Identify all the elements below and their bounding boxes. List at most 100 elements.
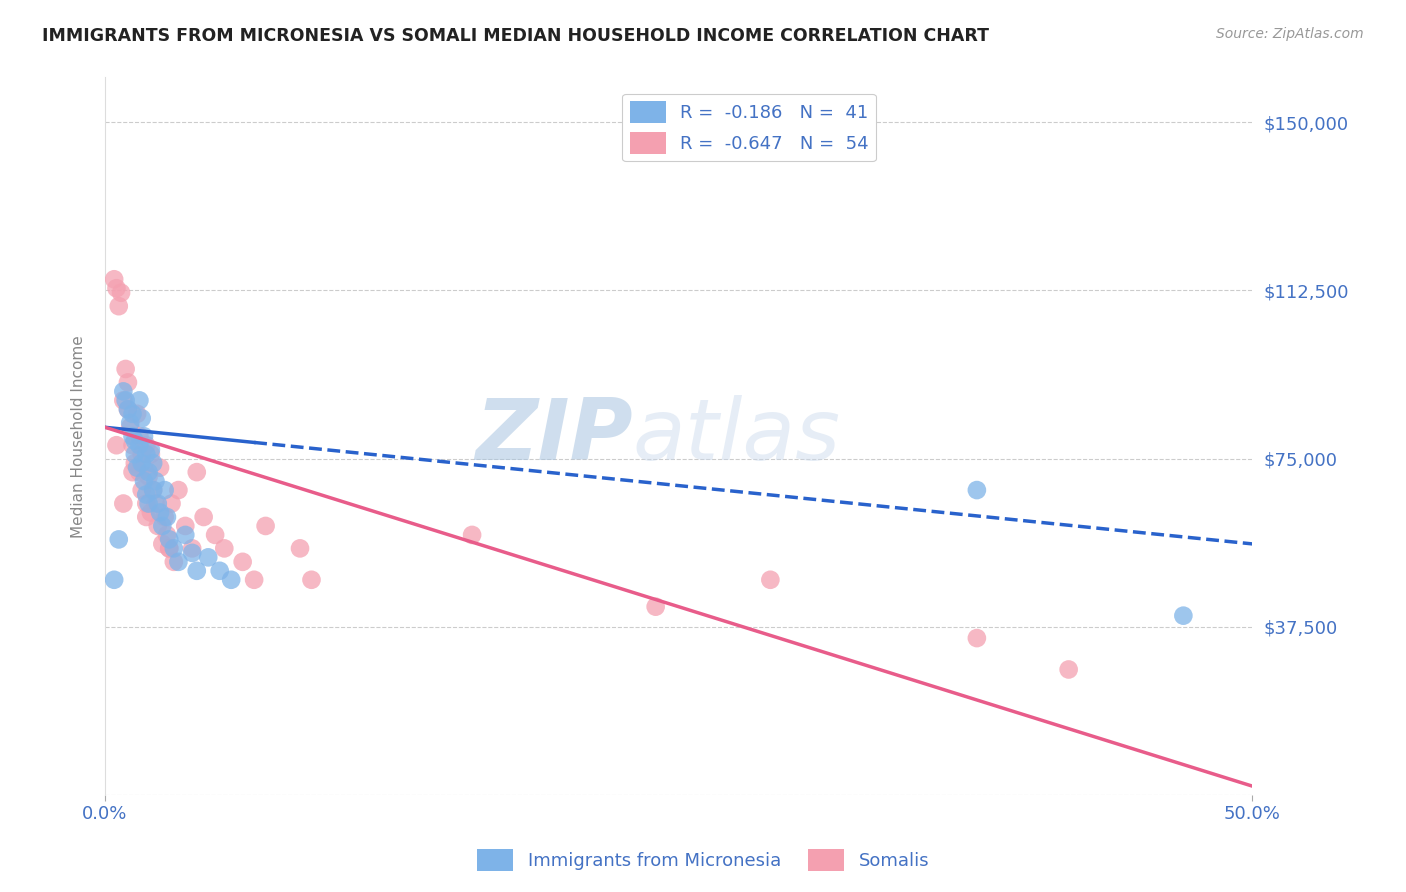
Point — [145, 474, 167, 488]
Point — [149, 506, 172, 520]
Point — [163, 541, 186, 556]
Point — [181, 546, 204, 560]
Point — [138, 496, 160, 510]
Point — [105, 438, 128, 452]
Point — [131, 411, 153, 425]
Point — [1173, 608, 1195, 623]
Point — [135, 447, 157, 461]
Point — [232, 555, 254, 569]
Text: IMMIGRANTS FROM MICRONESIA VS SOMALI MEDIAN HOUSEHOLD INCOME CORRELATION CHART: IMMIGRANTS FROM MICRONESIA VS SOMALI MED… — [42, 27, 990, 45]
Point — [966, 631, 988, 645]
Point — [219, 573, 242, 587]
Point — [107, 299, 129, 313]
Point — [112, 496, 135, 510]
Point — [124, 434, 146, 448]
Point — [128, 429, 150, 443]
Point — [132, 474, 155, 488]
Point — [131, 483, 153, 497]
Point — [112, 393, 135, 408]
Point — [243, 573, 266, 587]
Point — [254, 519, 277, 533]
Point — [121, 407, 143, 421]
Point — [121, 465, 143, 479]
Point — [139, 442, 162, 457]
Legend: Immigrants from Micronesia, Somalis: Immigrants from Micronesia, Somalis — [470, 842, 936, 879]
Point — [131, 456, 153, 470]
Point — [156, 528, 179, 542]
Point — [288, 541, 311, 556]
Point — [105, 281, 128, 295]
Text: Source: ZipAtlas.com: Source: ZipAtlas.com — [1216, 27, 1364, 41]
Point — [149, 460, 172, 475]
Point — [135, 510, 157, 524]
Point — [145, 496, 167, 510]
Point — [186, 564, 208, 578]
Point — [120, 416, 142, 430]
Y-axis label: Median Household Income: Median Household Income — [72, 334, 86, 538]
Point — [214, 541, 236, 556]
Point — [163, 555, 186, 569]
Point — [150, 537, 173, 551]
Point — [127, 460, 149, 475]
Point — [132, 460, 155, 475]
Point — [114, 362, 136, 376]
Point — [132, 429, 155, 443]
Point — [157, 541, 180, 556]
Point — [186, 465, 208, 479]
Text: atlas: atlas — [633, 395, 841, 478]
Point — [127, 407, 149, 421]
Point — [107, 533, 129, 547]
Point — [157, 533, 180, 547]
Point — [138, 469, 160, 483]
Point — [110, 285, 132, 300]
Point — [150, 519, 173, 533]
Point — [121, 438, 143, 452]
Point — [146, 496, 169, 510]
Point — [1057, 663, 1080, 677]
Point — [138, 465, 160, 479]
Point — [966, 483, 988, 497]
Point — [103, 573, 125, 587]
Point — [759, 573, 782, 587]
Point — [135, 438, 157, 452]
Point — [644, 599, 666, 614]
Point — [117, 376, 139, 390]
Point — [124, 456, 146, 470]
Point — [139, 447, 162, 461]
Legend: R =  -0.186   N =  41, R =  -0.647   N =  54: R = -0.186 N = 41, R = -0.647 N = 54 — [623, 94, 876, 161]
Point — [117, 402, 139, 417]
Text: ZIP: ZIP — [475, 395, 633, 478]
Point — [156, 510, 179, 524]
Point — [103, 272, 125, 286]
Point — [197, 550, 219, 565]
Point — [131, 447, 153, 461]
Point — [117, 402, 139, 417]
Point — [301, 573, 323, 587]
Point — [124, 447, 146, 461]
Point — [142, 456, 165, 470]
Point — [142, 483, 165, 497]
Point — [193, 510, 215, 524]
Point — [112, 384, 135, 399]
Point — [146, 519, 169, 533]
Point — [120, 420, 142, 434]
Point — [142, 483, 165, 497]
Point — [121, 429, 143, 443]
Point — [135, 487, 157, 501]
Point — [128, 393, 150, 408]
Point — [114, 393, 136, 408]
Point — [128, 465, 150, 479]
Point — [174, 519, 197, 533]
Point — [174, 528, 197, 542]
Point — [128, 438, 150, 452]
Point — [461, 528, 484, 542]
Point — [153, 483, 176, 497]
Point — [204, 528, 226, 542]
Point — [208, 564, 231, 578]
Point — [139, 506, 162, 520]
Point — [135, 496, 157, 510]
Point — [181, 541, 204, 556]
Point — [153, 510, 176, 524]
Point — [167, 555, 190, 569]
Point — [167, 483, 190, 497]
